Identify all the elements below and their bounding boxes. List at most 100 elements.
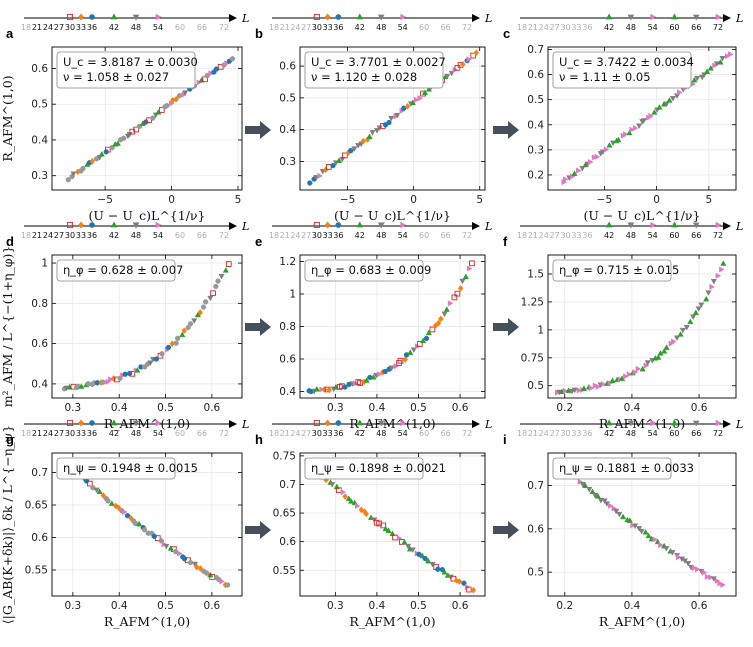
L-size-label: 33 — [571, 23, 581, 32]
plot-frame — [547, 254, 737, 399]
L-size-label: 18 — [21, 231, 31, 240]
data-point — [454, 65, 461, 71]
data-point — [370, 373, 377, 380]
data-point — [591, 154, 598, 161]
data-point — [456, 578, 463, 585]
panel-letter: g — [6, 432, 14, 447]
y-tick-label: 0.8 — [31, 298, 48, 310]
legend-marker — [715, 221, 722, 229]
L-size-label: 48 — [626, 23, 636, 32]
data-point — [687, 318, 694, 325]
x-tick-label: 0.4 — [111, 600, 128, 612]
x-tick-label: 5 — [235, 194, 242, 206]
panel-a: a −5 0 5 0.3 0.4 0.5 0.6 U_c = 3.8187 ± 0.0030ν … — [0, 12, 249, 223]
data-point — [360, 137, 367, 145]
data-point — [219, 578, 225, 585]
data-point — [358, 506, 365, 514]
data-point — [329, 482, 336, 488]
y-tick-label: 0.3 — [279, 156, 296, 168]
L-size-label: 42 — [355, 429, 365, 438]
data-point — [669, 96, 677, 102]
data-point — [577, 478, 584, 485]
L-size-label: 21 — [32, 429, 42, 438]
data-point — [175, 335, 181, 341]
L-size-label: 18 — [269, 429, 279, 438]
fit-result-text: U_c = 3.7701 ± 0.0027 — [311, 55, 446, 69]
data-point — [373, 128, 381, 134]
fit-result-text: η_φ = 0.683 ± 0.009 — [311, 263, 431, 277]
L-size-label: 21 — [280, 23, 290, 32]
y-tick-label: 0.5 — [527, 94, 544, 106]
fit-result-box — [552, 259, 672, 282]
L-size-label: 60 — [669, 429, 679, 438]
data-point — [197, 565, 204, 572]
legend-marker — [313, 13, 320, 21]
data-point — [594, 493, 602, 499]
data-point — [124, 513, 131, 519]
legend-marker — [627, 222, 635, 229]
fit-result-text: η_φ = 0.715 ± 0.015 — [559, 263, 679, 277]
x-tick-label: 0.6 — [204, 600, 221, 612]
data-point — [330, 162, 336, 169]
data-point — [728, 51, 734, 58]
data-point — [651, 109, 658, 115]
data-point — [376, 371, 383, 378]
data-point — [121, 135, 127, 141]
legend-marker — [78, 13, 84, 21]
data-point — [115, 504, 122, 512]
data-point — [369, 130, 376, 136]
L-axis-symbol: L — [241, 12, 249, 25]
data-point — [694, 75, 701, 82]
L-size-label: 21 — [280, 231, 290, 240]
data-point — [462, 273, 469, 280]
data-point — [669, 550, 676, 556]
data-point — [416, 341, 423, 347]
y-tick-label: 0.6 — [31, 338, 48, 350]
data-point — [588, 385, 595, 392]
L-size-label: 27 — [550, 231, 560, 240]
y-axis-label: m²_AFM / L^{−(1+η_φ)} — [0, 246, 15, 408]
data-point — [717, 580, 723, 587]
x-tick-label: 0.3 — [65, 600, 82, 612]
data-point — [104, 146, 111, 153]
x-axis-label: (U − U_c)L^{1/ν} — [334, 208, 451, 223]
data-point — [404, 102, 411, 110]
data-point — [644, 360, 651, 366]
data-point — [114, 140, 121, 146]
x-tick-label: −5 — [97, 194, 112, 206]
L-size-label: 66 — [440, 231, 450, 240]
data-point — [592, 493, 599, 499]
data-point — [122, 371, 128, 377]
L-size-label: 36 — [333, 429, 343, 438]
panel-letter: a — [6, 26, 14, 41]
data-point — [638, 528, 645, 535]
legend-marker — [605, 419, 613, 426]
L-size-label: 54 — [153, 23, 163, 32]
L-size-label: 48 — [131, 429, 141, 438]
data-point — [380, 522, 387, 529]
data-point — [173, 95, 179, 103]
L-size-label: 60 — [175, 23, 185, 32]
L-size-label: 27 — [301, 429, 311, 438]
progression-arrow — [245, 318, 271, 336]
x-tick-label: 0.5 — [410, 402, 427, 414]
legend-marker — [650, 419, 657, 427]
y-tick-label: 0.4 — [31, 134, 48, 146]
data-point — [663, 344, 670, 350]
L-size-label: 54 — [398, 429, 408, 438]
x-tick-label: 0.2 — [556, 600, 573, 612]
data-point — [335, 157, 343, 163]
L-axis-symbol: L — [735, 418, 743, 431]
panel-letter: i — [503, 432, 507, 447]
L-size-label: 24 — [43, 231, 53, 240]
data-point — [470, 586, 477, 594]
fit-result-text: U_c = 3.8187 ± 0.0030 — [63, 55, 198, 69]
data-point — [416, 551, 422, 557]
data-point — [421, 89, 429, 96]
L-size-label: 36 — [582, 23, 592, 32]
L-size-label: 60 — [669, 23, 679, 32]
data-point — [355, 379, 362, 385]
data-point — [98, 150, 105, 157]
data-point — [652, 536, 659, 543]
